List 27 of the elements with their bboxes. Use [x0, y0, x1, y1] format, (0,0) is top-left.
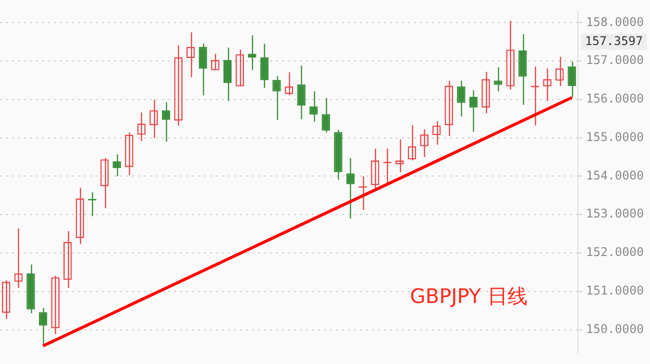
candlestick — [112, 154, 122, 177]
candlestick — [469, 90, 478, 132]
candlestick — [346, 158, 355, 220]
candlestick — [223, 47, 232, 102]
y-tick-label: 152.0000 — [586, 245, 644, 260]
candlestick — [162, 102, 170, 142]
candlestick — [198, 42, 208, 96]
y-tick-label: 157.0000 — [586, 53, 644, 68]
y-tick-label: 154.0000 — [586, 168, 644, 182]
annotation: GBPJPY 日线 — [410, 284, 528, 308]
candlestick — [260, 43, 269, 89]
candlestick — [322, 97, 330, 134]
candlestick — [568, 60, 576, 98]
candlestick — [456, 80, 466, 117]
y-tick-label: 151.0000 — [586, 284, 644, 298]
candlestick — [38, 307, 48, 346]
candlestick — [297, 65, 306, 120]
candlestick — [309, 90, 318, 122]
y-tick-label: 153.0000 — [586, 206, 644, 221]
y-tick-label: 156.0000 — [586, 92, 644, 106]
candlestick — [518, 34, 527, 106]
y-tick-label: 150.0000 — [586, 322, 644, 336]
y-tick-label: 158.0000 — [586, 14, 644, 29]
candlestick — [272, 75, 281, 120]
candlestick — [248, 34, 256, 71]
y-tick-label: 155.0000 — [586, 130, 644, 144]
text: 157.3597 — [585, 34, 643, 48]
